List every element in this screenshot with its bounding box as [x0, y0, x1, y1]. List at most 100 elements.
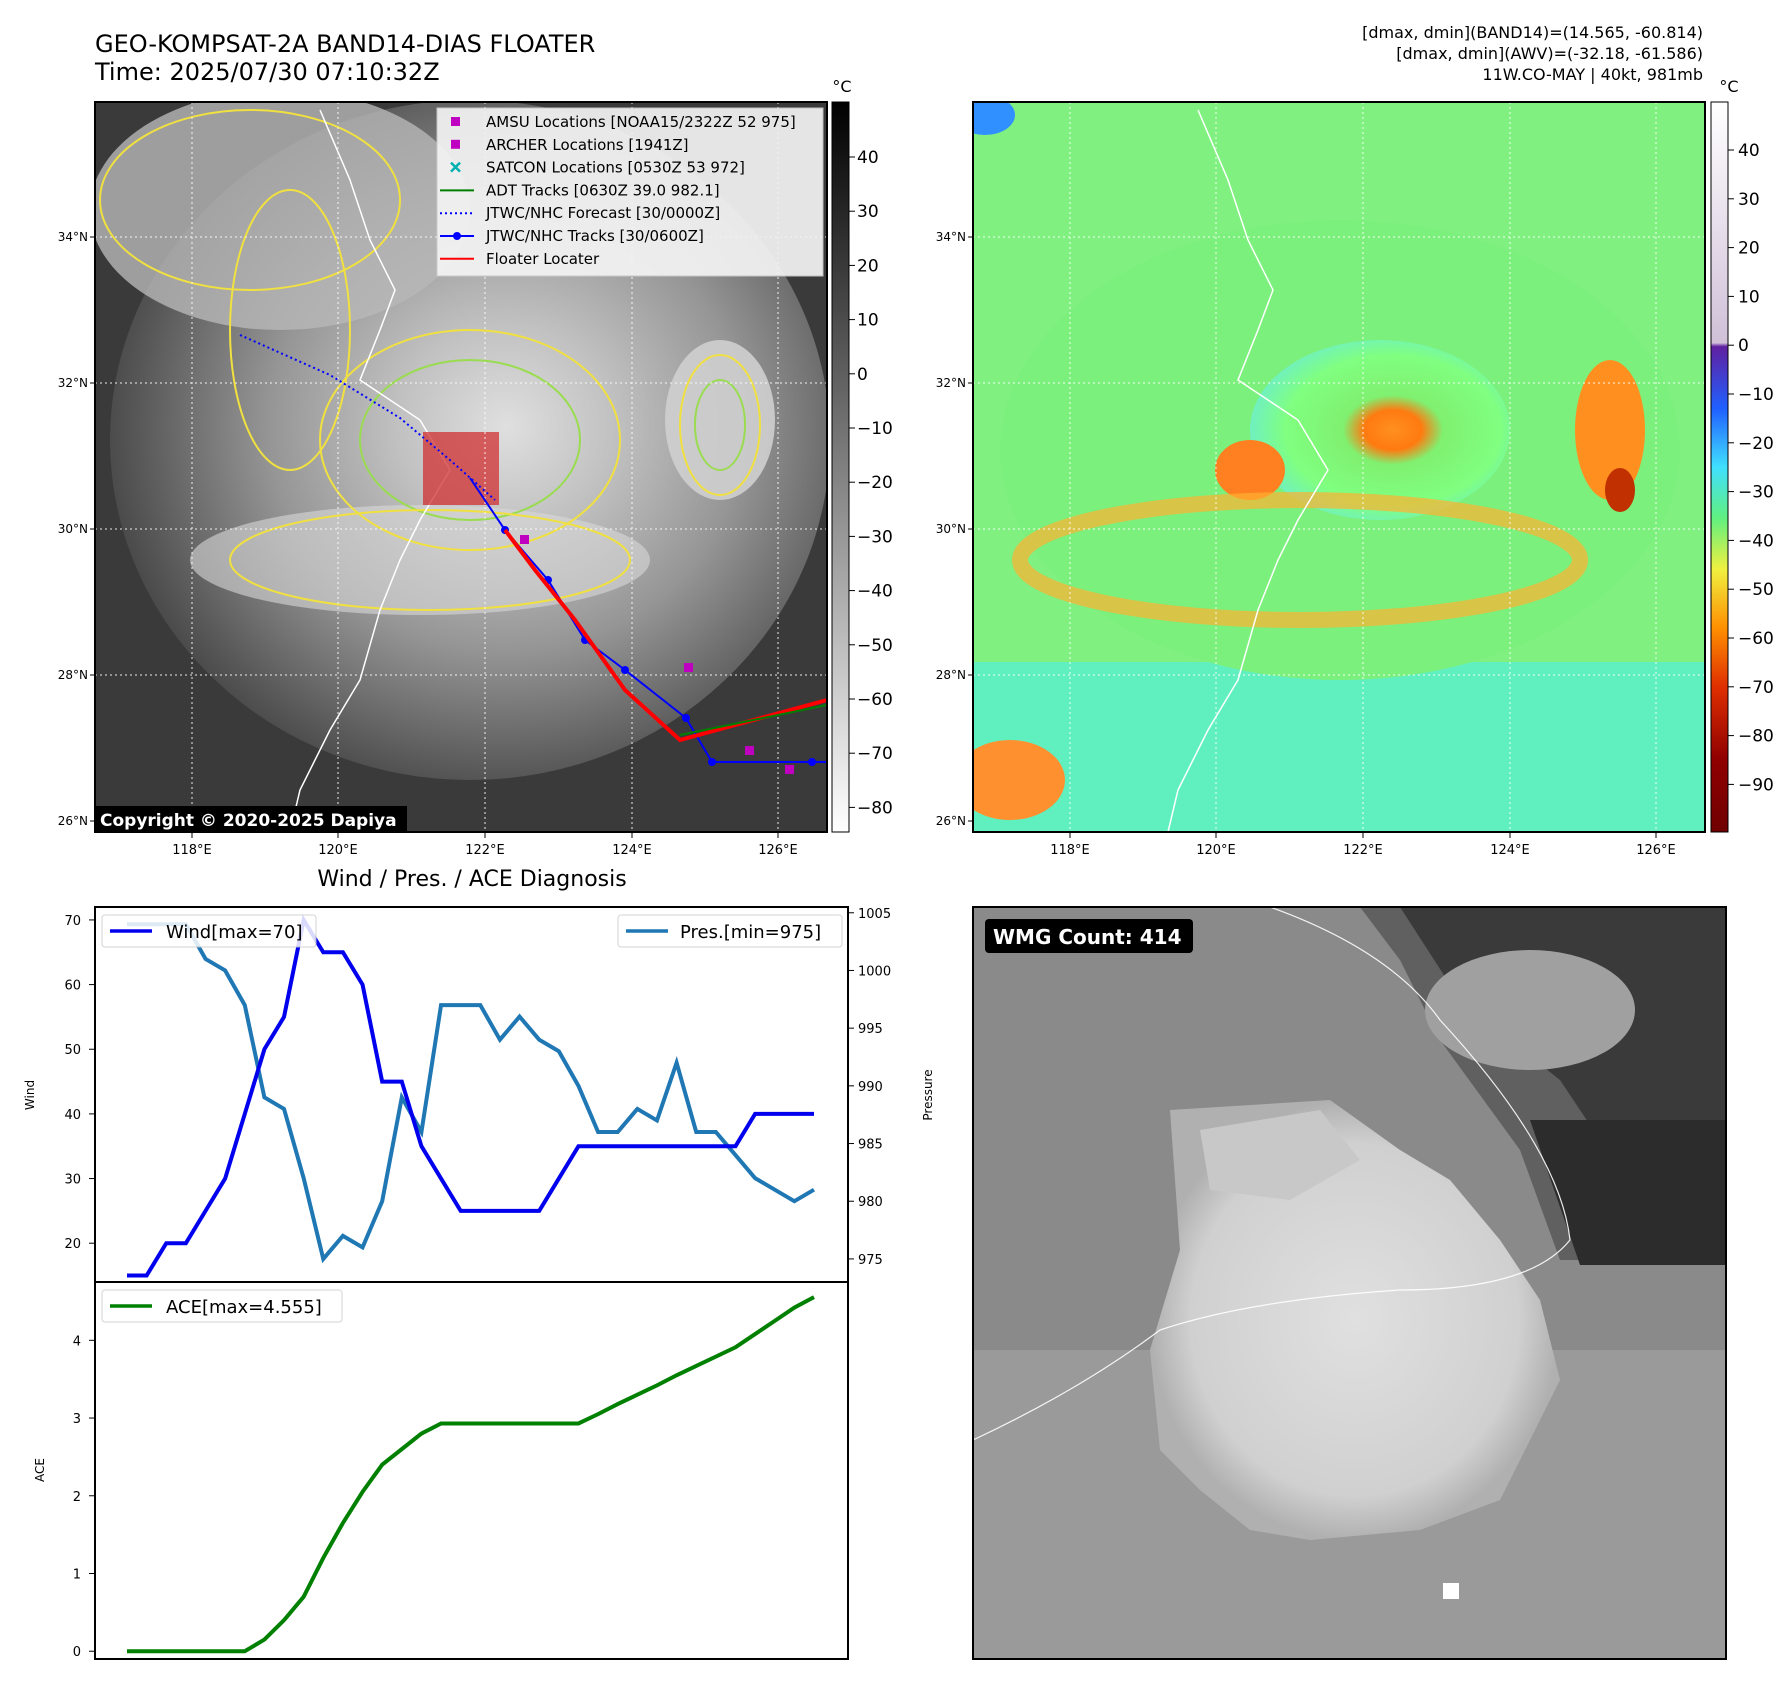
colorbar-left-label: 30 — [857, 202, 879, 222]
colorbar-left-label: −60 — [857, 690, 893, 710]
map-legend-item: Floater Locater — [440, 250, 600, 268]
lon-tick-label: 122°E — [1343, 843, 1383, 858]
pressure-tick-label: 1005 — [858, 907, 891, 922]
ace-tick-label: 0 — [73, 1645, 81, 1660]
map-legend-item: SATCON Locations [0530Z 53 972] — [450, 159, 745, 177]
pressure-series-line — [127, 922, 816, 1264]
colorbar-right-label: −10 — [1738, 385, 1774, 405]
colorbar-left-unit: °C — [832, 77, 851, 96]
legend-square-marker — [451, 117, 460, 126]
pressure-axis-label: Pressure — [921, 1069, 935, 1120]
lon-tick-label: 124°E — [612, 843, 652, 858]
pressure-tick-label: 990 — [858, 1080, 883, 1095]
ace-axis-label: ACE — [33, 1458, 47, 1482]
lat-tick-label: 30°N — [936, 522, 966, 536]
colorbar-right-label: 0 — [1738, 336, 1749, 356]
map-ticks-right: 34°N 32°N 30°N 28°N 26°N 118°E 120°E 122°E 124°E… — [936, 230, 1676, 858]
map-legend-label: JTWC/NHC Tracks [30/0600Z] — [485, 227, 704, 245]
lat-tick-label: 26°N — [936, 814, 966, 828]
wmg-panel: WMG Count: 414 — [973, 907, 1726, 1659]
map-legend: AMSU Locations [NOAA15/2322Z 52 975] ARCH… — [436, 107, 824, 277]
legend-x-marker — [450, 161, 461, 173]
pressure-tick-label: 980 — [858, 1195, 883, 1210]
wind-tick-label: 20 — [64, 1237, 81, 1252]
lon-tick-label: 120°E — [1196, 843, 1236, 858]
colorbar-left: °C 40 30 20 10 0 −10 −20 −30 −40 −50 −60 −70 −80 — [831, 77, 893, 833]
colorbar-right-label: −90 — [1738, 775, 1774, 795]
figure-title: GEO-KOMPSAT-2A BAND14-DIAS FLOATER — [95, 30, 595, 58]
map-legend-item: ADT Tracks [0630Z 39.0 982.1] — [440, 181, 720, 199]
diagnosis-title: Wind / Pres. / ACE Diagnosis — [317, 867, 626, 892]
map-legend-item: JTWC/NHC Tracks [30/0600Z] — [440, 227, 704, 245]
info-band14: [dmax, dmin](BAND14)=(14.565, -60.814) — [1362, 23, 1703, 42]
lat-tick-label: 30°N — [58, 522, 88, 536]
lon-tick-label: 126°E — [1636, 843, 1676, 858]
colorbar-right-label: −40 — [1738, 531, 1774, 551]
colorbar-left-label: 40 — [857, 148, 879, 168]
wind-axis-label: Wind — [23, 1080, 37, 1110]
lat-tick-label: 28°N — [936, 668, 966, 682]
lat-tick-label: 28°N — [58, 668, 88, 682]
figure-time: Time: 2025/07/30 07:10:32Z — [94, 58, 440, 86]
ace-tick-label: 3 — [73, 1412, 81, 1427]
colorbar-right-label: 10 — [1738, 287, 1760, 307]
pressure-legend-label: Pres.[min=975] — [680, 922, 821, 943]
colorbar-left-label: 10 — [857, 311, 879, 331]
pressure-tick-label: 985 — [858, 1138, 883, 1153]
pressure-tick-label: 995 — [858, 1022, 883, 1037]
map-legend-item: AMSU Locations [NOAA15/2322Z 52 975] — [451, 113, 796, 131]
colorbar-right-label: −80 — [1738, 727, 1774, 747]
pressure-tick-label: 975 — [858, 1253, 883, 1268]
lon-tick-label: 118°E — [172, 843, 212, 858]
info-awv: [dmax, dmin](AWV)=(-32.18, -61.586) — [1396, 44, 1703, 63]
colorbar-right-label: −60 — [1738, 629, 1774, 649]
lon-tick-label: 122°E — [465, 843, 505, 858]
wmg-count-label: WMG Count: 414 — [993, 925, 1182, 949]
ace-chart: ACE 4 3 2 1 0 ACE[max=4.555] — [33, 1281, 849, 1660]
lat-tick-label: 34°N — [936, 230, 966, 244]
map-legend-label: ARCHER Locations [1941Z] — [486, 136, 689, 154]
map-legend-label: AMSU Locations [NOAA15/2322Z 52 975] — [486, 113, 796, 131]
wind-tick-label: 50 — [64, 1043, 81, 1058]
colorbar-right-unit: °C — [1719, 77, 1738, 96]
colorbar-right-label: −50 — [1738, 580, 1774, 600]
colorbar-left-label: −40 — [857, 582, 893, 602]
legend-dot-marker — [453, 232, 461, 240]
colorbar-right-label: 40 — [1738, 141, 1760, 161]
lat-tick-label: 32°N — [936, 376, 966, 390]
lon-tick-label: 120°E — [318, 843, 358, 858]
colorbar-right: °C 40 30 20 10 0 −10 −20 −30 −40 −50 −60 −70 −80 −90 — [1710, 77, 1774, 833]
colorbar-right-label: 20 — [1738, 239, 1760, 259]
pressure-legend: Pres.[min=975] — [617, 914, 843, 948]
colorbar-right-label: −20 — [1738, 434, 1774, 454]
map-legend-label: ADT Tracks [0630Z 39.0 982.1] — [486, 181, 720, 199]
wind-tick-label: 30 — [64, 1173, 81, 1188]
colorbar-right-label: −30 — [1738, 483, 1774, 503]
wind-series-line — [127, 914, 814, 1278]
lat-tick-label: 26°N — [58, 814, 88, 828]
lat-tick-label: 34°N — [58, 230, 88, 244]
wind-legend-label: Wind[max=70] — [166, 922, 303, 943]
ace-tick-label: 2 — [73, 1490, 81, 1505]
colorbar-left-label: −80 — [857, 798, 893, 818]
colorbar-left-label: −70 — [857, 744, 893, 764]
colorbar-right-label: 30 — [1738, 190, 1760, 210]
map-legend-label: JTWC/NHC Forecast [30/0000Z] — [485, 204, 720, 222]
wind-legend: Wind[max=70] — [101, 914, 317, 948]
colorbar-left-label: −50 — [857, 636, 893, 656]
wind-tick-label: 70 — [64, 914, 81, 929]
colorbar-left-label: 20 — [857, 256, 879, 276]
map-legend-label: Floater Locater — [486, 250, 600, 268]
lat-tick-label: 32°N — [58, 376, 88, 390]
colorbar-left-label: −30 — [857, 527, 893, 547]
map-ticks-left: 34°N 32°N 30°N 28°N 26°N 118°E 120°E 122°E 124°E… — [58, 230, 798, 858]
wind-pressure-chart: Wind Pressure 70 60 50 40 30 20 1005 1000 995 99… — [23, 906, 935, 1283]
map-legend-item: ARCHER Locations [1941Z] — [451, 136, 689, 154]
wv-map-panel — [973, 102, 1705, 832]
lon-tick-label: 118°E — [1050, 843, 1090, 858]
wind-tick-label: 40 — [64, 1108, 81, 1123]
map-legend-label: SATCON Locations [0530Z 53 972] — [486, 159, 745, 177]
colorbar-left-label: −10 — [857, 419, 893, 439]
ace-tick-label: 4 — [73, 1334, 81, 1349]
